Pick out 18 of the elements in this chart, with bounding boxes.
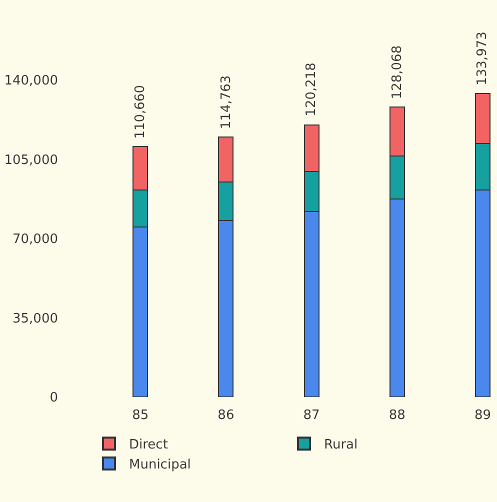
legend-label: Municipal bbox=[129, 458, 191, 473]
y-tick-label: 140,000 bbox=[4, 74, 58, 89]
x-tick-label: 86 bbox=[218, 408, 234, 423]
x-tick-label: 89 bbox=[474, 408, 492, 423]
y-tick-label: 70,000 bbox=[12, 232, 58, 248]
total-label: 114,763 bbox=[218, 75, 234, 130]
y-tick-label: 105,000 bbox=[4, 152, 58, 168]
x-tick-label: 85 bbox=[132, 408, 149, 423]
total-label: 120,218 bbox=[304, 62, 319, 116]
y-tick-label: 0 bbox=[50, 390, 58, 406]
x-tick-label: 87 bbox=[303, 408, 320, 423]
total-label: 133,973 bbox=[475, 32, 490, 86]
legend-label: Direct bbox=[129, 438, 168, 453]
x-tick-label: 88 bbox=[388, 408, 406, 423]
total-label: 128,068 bbox=[390, 45, 406, 100]
total-label: 110,660 bbox=[132, 85, 148, 139]
y-tick-label: 35,000 bbox=[12, 311, 58, 326]
legend-label: Rural bbox=[324, 438, 358, 453]
